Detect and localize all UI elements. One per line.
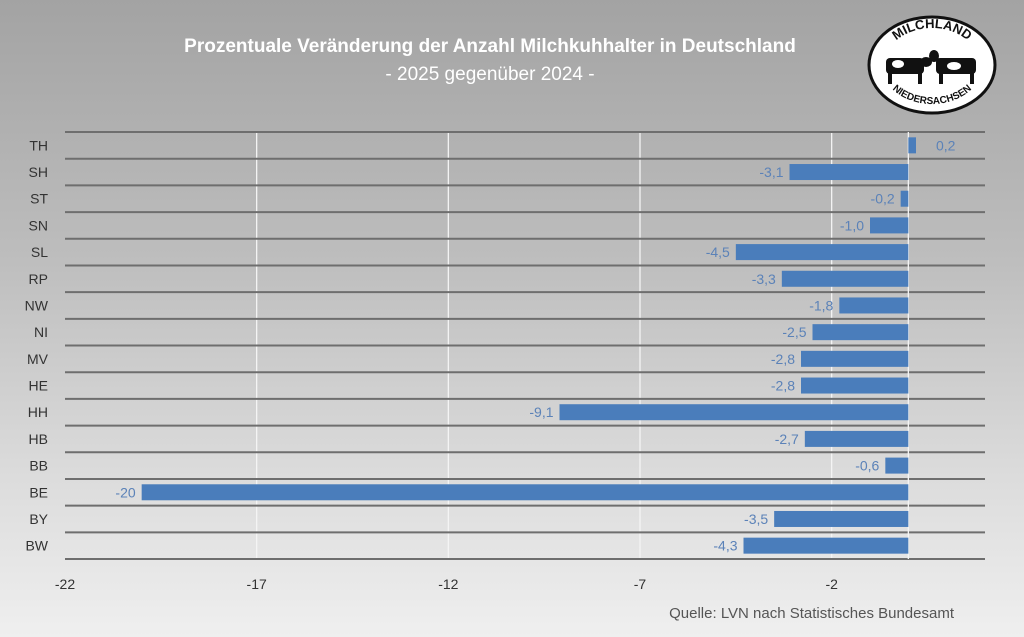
data-label: -1,0	[840, 217, 864, 233]
bar-HB	[804, 430, 909, 447]
data-label: -4,3	[713, 538, 737, 554]
category-label: MV	[27, 351, 49, 367]
data-label: -20	[115, 484, 135, 500]
data-label: -2,7	[775, 431, 799, 447]
data-label: -0,2	[871, 191, 895, 207]
category-label: BE	[29, 484, 48, 500]
source-note: Quelle: LVN nach Statistisches Bundesamt	[669, 605, 954, 622]
data-label: -3,3	[752, 271, 776, 287]
category-label: NI	[34, 324, 48, 340]
data-label: -4,5	[706, 244, 730, 260]
category-label: SL	[31, 244, 48, 260]
x-tick-label: -12	[438, 576, 458, 592]
chart-subtitle: - 2025 gegenüber 2024 -	[385, 64, 595, 85]
bar-BW	[743, 537, 909, 554]
chart-title: Prozentuale Veränderung der Anzahl Milch…	[184, 36, 796, 57]
bar-SH	[789, 164, 909, 181]
bar-BE	[141, 484, 909, 501]
category-label: TH	[29, 137, 48, 153]
category-label: HE	[29, 378, 48, 394]
category-label: BW	[25, 538, 48, 554]
x-tick-label: -17	[247, 576, 267, 592]
bar-BY	[774, 510, 909, 527]
category-label: NW	[25, 297, 49, 313]
data-label: 0,2	[936, 137, 956, 153]
data-label: -1,8	[809, 297, 833, 313]
x-tick-label: -2	[825, 576, 838, 592]
bar-RP	[781, 270, 909, 287]
x-tick-label: -22	[55, 576, 75, 592]
category-label: BB	[29, 458, 48, 474]
category-label: HH	[28, 404, 48, 420]
bar-NW	[839, 297, 909, 314]
data-label: -2,5	[782, 324, 806, 340]
x-tick-label: -7	[634, 576, 647, 592]
bar-NI	[812, 324, 909, 341]
data-label: -2,8	[771, 351, 795, 367]
data-label: -2,8	[771, 378, 795, 394]
bar-SN	[870, 217, 909, 234]
data-label: -9,1	[529, 404, 553, 420]
category-label: ST	[30, 191, 48, 207]
bar-MV	[801, 350, 909, 367]
milchland-logo: MILCHLAND NIEDERSACHSEN	[867, 15, 997, 115]
data-label: -3,1	[759, 164, 783, 180]
category-label: RP	[29, 271, 48, 287]
bar-HE	[801, 377, 909, 394]
category-label: SH	[29, 164, 48, 180]
category-label: SN	[29, 217, 48, 233]
bar-SL	[735, 244, 909, 261]
category-label: BY	[29, 511, 48, 527]
data-label: -3,5	[744, 511, 768, 527]
data-label: -0,6	[855, 458, 879, 474]
bar-BB	[885, 457, 909, 474]
category-label: HB	[29, 431, 48, 447]
bar-TH	[908, 137, 916, 154]
bar-ST	[900, 190, 909, 207]
bar-HH	[559, 404, 909, 421]
